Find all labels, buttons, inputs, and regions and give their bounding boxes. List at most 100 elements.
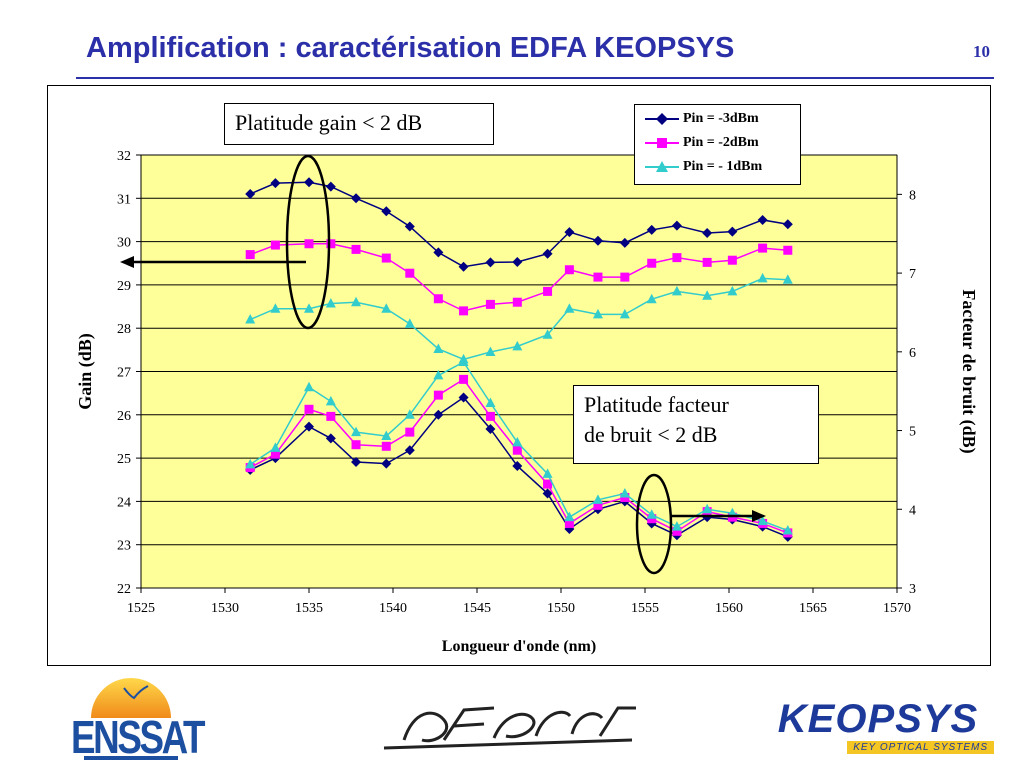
legend-item-series-2: Pin = -2dBm: [635, 133, 800, 155]
series-1-gain-point-19: [757, 214, 768, 225]
keopsys-tagline: KEY OPTICAL SYSTEMS: [847, 741, 994, 754]
y-tick-label-30: 30: [117, 236, 131, 251]
legend-square-marker-icon: [645, 138, 679, 148]
y-tick-label-26: 26: [117, 409, 131, 424]
series-1-gain-point-14: [619, 237, 630, 248]
series-3-noise_figure-point-19: [757, 515, 768, 526]
enssat-logo: ENSSAT: [56, 658, 206, 766]
y-tick-label-25: 25: [117, 452, 131, 467]
series-2-gain-point-17: [702, 257, 712, 267]
series-3-noise_figure-point-12: [564, 511, 575, 522]
x-tick-label-1530: 1530: [211, 601, 239, 616]
y2-tick-label-8: 8: [909, 188, 916, 203]
series-1-gain-point-1: [270, 178, 281, 189]
series-1-noise_figure-point-7: [433, 409, 444, 420]
x-tick-label-1525: 1525: [127, 601, 155, 616]
series-2-noise_figure-point-8: [459, 374, 469, 384]
series-2-gain-point-1: [270, 240, 280, 250]
series-2-gain-point-14: [620, 272, 630, 282]
chart-legend: Pin = -3dBm Pin = -2dBm Pin = - 1dBm: [634, 104, 801, 185]
legend-triangle-marker-icon: [645, 161, 679, 172]
series-2-gain-point-9: [485, 299, 495, 309]
series-2-noise_figure-point-1: [270, 449, 280, 459]
noise-flatness-ellipse: [635, 473, 673, 575]
series-1-gain-point-13: [592, 235, 603, 246]
series-1-gain-point-10: [512, 256, 523, 267]
chart-frame: 22 23 24 25 26 27 28 29 30 31 32 1525 1530 1535 1540 15…: [47, 85, 991, 666]
series-1-gain-point-5: [381, 206, 392, 217]
series-1-noise_figure-point-10: [512, 460, 523, 471]
series-2-noise_figure-point-13: [593, 500, 603, 510]
series-3-gain-point-2: [304, 303, 314, 313]
series-1-gain-point-0: [245, 188, 256, 199]
keopsys-logo-text: KEOPSYS: [777, 697, 979, 741]
series-3-gain-point-14: [619, 308, 630, 319]
series-2-noise_figure-point-9: [485, 411, 495, 421]
series-1-gain-point-16: [671, 220, 682, 231]
keopsys-script-logo: [374, 700, 642, 756]
series-3-noise_figure-point-1: [270, 442, 281, 452]
title-divider: [76, 77, 994, 79]
series-2-gain-point-4: [351, 244, 361, 254]
series-3-gain-point-1: [270, 303, 281, 313]
series-2-noise_figure-point-6: [405, 427, 415, 437]
y2-tick-label-6: 6: [909, 346, 916, 361]
series-1-gain-point-6: [404, 221, 415, 232]
series-3-gain-point-18: [727, 285, 738, 296]
series-3-noise_figure-point-7: [433, 369, 444, 380]
series-3-noise_figure-point-3: [325, 395, 336, 406]
series-1-noise_figure-point-11: [542, 488, 553, 499]
legend-diamond-marker-icon: [645, 113, 679, 125]
y2-axis-label: Facteur de bruit (dB): [958, 289, 979, 453]
series-2-gain-point-15: [647, 258, 657, 268]
series-3-gain-point-13: [592, 308, 603, 319]
series-1-gain-point-3: [325, 181, 336, 192]
series-1-noise_figure-point-8: [458, 392, 469, 403]
series-1-gain-point-2: [304, 177, 314, 188]
series-3-gain-point-6: [404, 318, 415, 328]
series-1-gain-point-18: [727, 226, 738, 237]
gain-flatness-callout: Platitude gain < 2 dB: [224, 103, 494, 145]
series-1-noise_figure-point-9: [485, 423, 496, 434]
series-2-gain-point-19: [758, 243, 768, 253]
y-tick-label-22: 22: [117, 582, 131, 597]
y2-tick-label-5: 5: [909, 425, 916, 440]
legend-item-series-1: Pin = -3dBm: [635, 109, 800, 131]
series-2-gain-point-7: [433, 294, 443, 304]
series-3-noise_figure-point-15: [646, 509, 657, 519]
series-2-noise_figure-point-7: [433, 390, 443, 400]
series-2-gain-point-16: [672, 253, 682, 263]
series-2-noise_figure-point-4: [351, 440, 361, 450]
series-3-gain-point-17: [702, 290, 713, 300]
noise-flatness-text-line2: de bruit < 2 dB: [584, 422, 718, 447]
gain-flatness-text: Platitude gain < 2 dB: [235, 110, 423, 135]
series-3-gain-point-7: [433, 343, 444, 353]
series-1-gain-point-17: [702, 227, 713, 238]
series-3-gain-point-5: [381, 303, 392, 313]
series-3-gain-point-9: [485, 346, 496, 357]
series-3-noise_figure-point-8: [458, 356, 469, 367]
series-3-noise_figure-point-20: [782, 525, 793, 535]
series-3-gain-point-10: [512, 340, 523, 351]
series-2-noise_figure-point-12: [564, 518, 574, 528]
series-1-noise_figure-point-4: [351, 457, 362, 468]
series-2-gain-point-13: [593, 272, 603, 282]
series-3-noise_figure-point-0: [245, 458, 256, 469]
enssat-sun-icon: [84, 678, 178, 760]
series-2-gain-point-8: [459, 306, 469, 316]
series-3-gain-point-0: [245, 314, 256, 324]
series-1-gain-point-9: [485, 257, 496, 268]
legend-label-series-3: Pin = - 1dBm: [683, 159, 763, 174]
series-1-gain-point-11: [542, 248, 553, 259]
page-number: 10: [973, 42, 990, 61]
series-2-gain-point-2: [304, 239, 314, 249]
series-2-noise_figure-point-3: [326, 411, 336, 421]
series-2-gain-point-11: [543, 286, 553, 296]
x-tick-label-1555: 1555: [631, 601, 659, 616]
series-1-gain-point-20: [782, 219, 793, 230]
series-1-noise_figure-point-5: [381, 458, 392, 469]
noise-flatness-callout: Platitude facteur de bruit < 2 dB: [573, 385, 819, 464]
keopsys-logo: KEOPSYS KEY OPTICAL SYSTEMS: [756, 697, 1000, 759]
y-tick-label-31: 31: [117, 192, 131, 207]
y-tick-label-23: 23: [117, 539, 131, 554]
